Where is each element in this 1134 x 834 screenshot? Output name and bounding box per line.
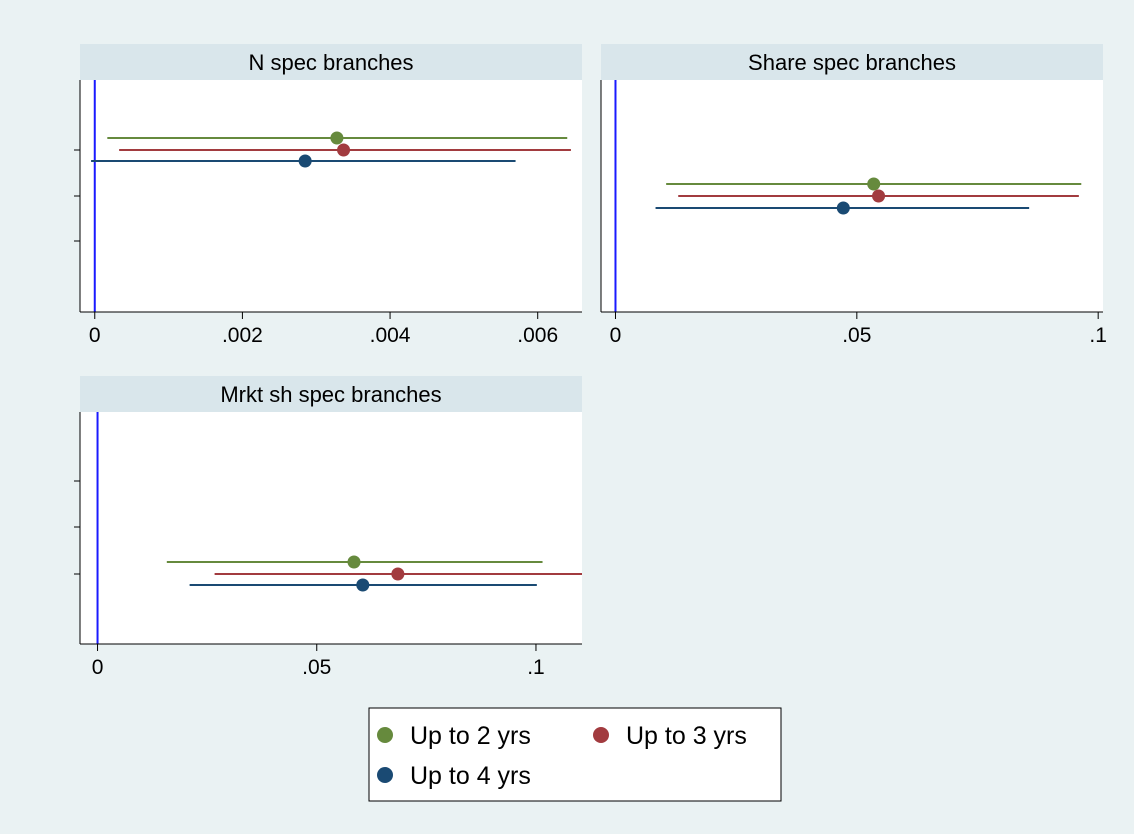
x-tick-label: 0 [89,324,101,347]
panel-title: Mrkt sh spec branches [220,382,441,407]
x-axis: 0 .002 .004 .006 [80,311,582,347]
y-axis [74,80,81,312]
point-up-to-3-yrs [337,143,351,157]
point-up-to-2-yrs [330,131,344,145]
point-up-to-3-yrs [391,567,405,581]
series-marks [614,80,1082,312]
plot-area [80,80,582,312]
legend-label-up-to-2-yrs: Up to 2 yrs [410,722,531,750]
panel-share-spec-branches: Share spec branches 0 .05 .1 [600,44,1107,347]
x-axis: 0 .05 .1 [601,311,1107,347]
point-up-to-2-yrs [867,177,881,191]
legend-marker-up-to-4-yrs [377,767,393,783]
legend-marker-up-to-2-yrs [377,727,393,743]
x-tick-label: 0 [92,656,104,679]
legend-label-up-to-4-yrs: Up to 4 yrs [410,762,531,790]
panel-title: Share spec branches [748,50,956,75]
y-axis [74,412,81,644]
legend-box [368,707,782,802]
series-marks [96,412,582,644]
panel-title: N spec branches [248,50,413,75]
panel-title-strip [80,376,582,412]
plot-area [80,412,582,644]
series-marks [91,80,571,312]
x-tick-label: .004 [370,324,411,347]
x-tick-label: .006 [517,324,558,347]
legend: Up to 2 yrs Up to 3 yrs Up to 4 yrs [368,707,782,802]
x-axis: 0 .05 .1 [80,643,582,679]
point-up-to-2-yrs [347,555,361,569]
panel-n-spec-branches: N spec branches 0 .002 .004 .006 [74,44,582,347]
x-tick-label: .1 [527,656,545,679]
legend-label-up-to-3-yrs: Up to 3 yrs [626,722,747,750]
panel-title-strip [601,44,1103,80]
x-tick-label: .002 [222,324,263,347]
x-tick-label: .05 [302,656,331,679]
point-up-to-4-yrs [298,154,312,168]
panel-title-strip [80,44,582,80]
x-tick-label: .05 [842,324,871,347]
point-up-to-4-yrs [836,201,850,215]
panel-mrkt-sh-spec-branches: Mrkt sh spec branches 0 .05 .1 [74,376,582,679]
point-up-to-3-yrs [872,189,886,203]
legend-marker-up-to-3-yrs [593,727,609,743]
x-tick-label: 0 [610,324,622,347]
x-tick-label: .1 [1089,324,1107,347]
point-up-to-4-yrs [356,578,370,592]
